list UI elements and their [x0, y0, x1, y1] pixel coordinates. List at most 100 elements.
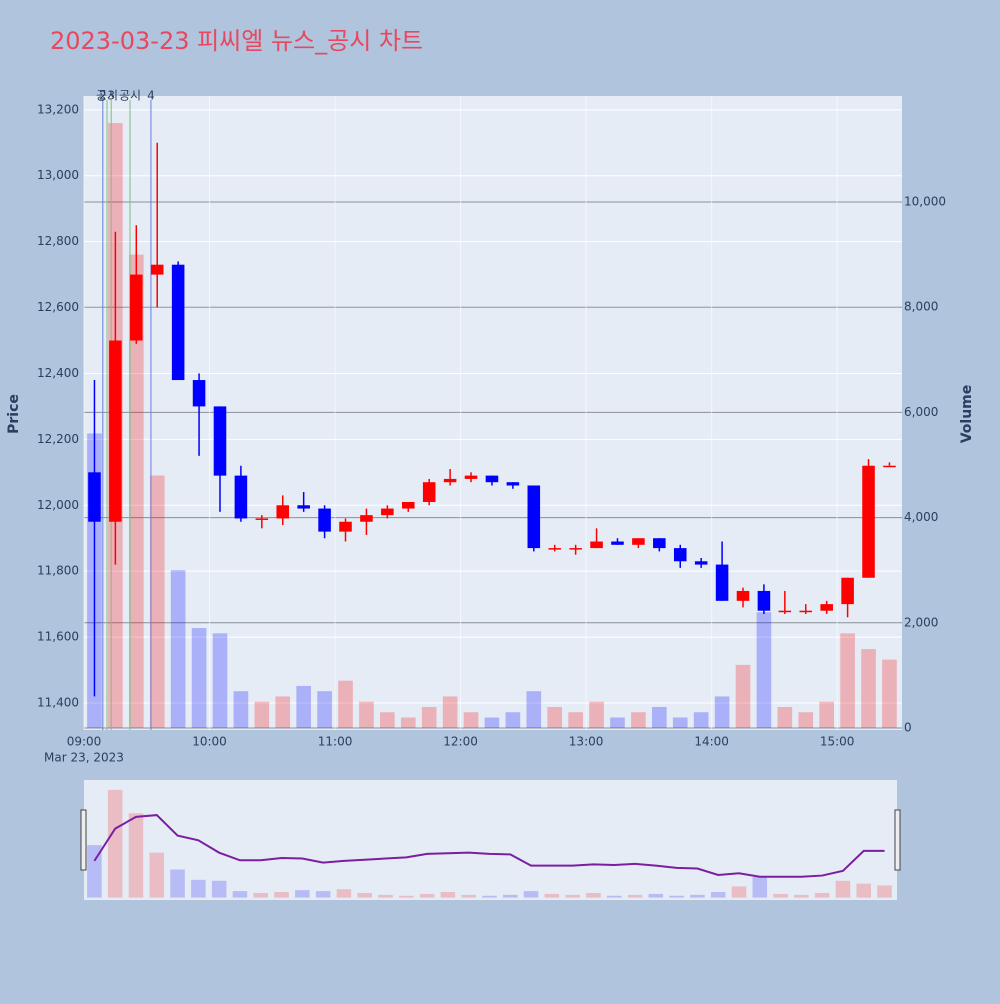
candle-body: [88, 472, 101, 522]
annotation-text: 공시: [119, 89, 141, 103]
y-tick-label: 12,600: [37, 300, 79, 314]
volume-bar: [589, 701, 604, 729]
y-axis-label: Price: [6, 394, 22, 434]
candle-body: [715, 564, 729, 601]
mini-volume-bar: [856, 883, 872, 898]
chart-title: 2023-03-23 피씨엘 뉴스_공시 차트: [50, 27, 423, 55]
volume-bar: [631, 712, 646, 729]
volume-bar: [191, 628, 207, 729]
mini-volume-bar: [211, 880, 227, 898]
candle-body: [464, 475, 478, 479]
x-date-label: Mar 23, 2023: [44, 751, 124, 765]
mini-volume-bar: [752, 877, 768, 898]
mini-volume-bar: [482, 895, 497, 898]
y2-tick-label: 10,000: [904, 194, 946, 208]
plot-area: [84, 96, 902, 730]
volume-bar: [442, 696, 458, 729]
y2-axis-label: Volume: [959, 385, 975, 444]
candle-body: [883, 465, 896, 468]
plot-layer: 11,400 11,600 11,800 12,000 12,200 12,400 12,6…: [37, 89, 946, 898]
mini-volume-bar: [606, 895, 622, 898]
mini-volume-bar: [648, 893, 664, 898]
range-handle[interactable]: [894, 809, 901, 871]
volume-bar: [714, 696, 730, 729]
volume-bar: [861, 649, 876, 729]
y-tick-label: 11,800: [37, 564, 79, 578]
mini-volume-bar: [253, 892, 269, 898]
annotation-text: 4: [147, 89, 155, 103]
candle-body: [862, 465, 875, 578]
mini-volume-bar: [835, 880, 851, 898]
mini-volume-bar: [773, 893, 788, 898]
volume-bar: [756, 612, 772, 729]
volume-bar: [651, 706, 667, 729]
y-tick-label: 12,200: [37, 432, 79, 446]
mini-volume-bar: [128, 813, 144, 898]
candle-body: [422, 482, 436, 502]
candle-body: [527, 485, 541, 549]
candle-body: [841, 577, 854, 605]
mini-volume-bar: [149, 852, 165, 898]
volume-bar: [798, 712, 814, 729]
candle-body: [548, 548, 561, 550]
mini-volume-bar: [107, 789, 123, 898]
mini-volume-bar: [440, 892, 456, 898]
candle-body: [443, 478, 457, 483]
candle-body: [339, 521, 352, 532]
volume-bar: [170, 570, 186, 729]
candle-body: [234, 475, 248, 519]
candle-body: [673, 548, 687, 562]
mini-volume-bar: [232, 891, 248, 898]
candle-body: [799, 610, 813, 613]
range-slider[interactable]: [84, 780, 897, 900]
volume-bar: [693, 712, 709, 729]
range-handle[interactable]: [80, 809, 87, 871]
volume-bar: [568, 712, 583, 729]
candle-body: [150, 264, 164, 275]
volume-bar: [254, 701, 270, 729]
candle-body: [653, 538, 666, 549]
x-tick-label: 10:00: [192, 735, 227, 749]
mini-volume-bar: [191, 879, 206, 898]
candle-body: [485, 475, 499, 483]
mini-volume-bar: [274, 892, 289, 898]
mini-volume-bar: [669, 895, 684, 898]
candle-body: [213, 406, 227, 476]
volume-bar: [610, 717, 625, 729]
candle-body: [632, 538, 645, 545]
volume-bar: [840, 633, 855, 729]
volume-bar: [777, 706, 793, 729]
candle-body: [171, 264, 185, 381]
y-tick-label: 11,400: [37, 695, 79, 709]
candle-body: [297, 505, 310, 509]
annotation-text: 2: [99, 89, 107, 103]
volume-bar: [212, 633, 228, 729]
mini-volume-bar: [502, 894, 518, 898]
candle-body: [192, 380, 206, 407]
y-tick-label: 13,000: [37, 168, 79, 182]
y2-tick-label: 8,000: [904, 300, 938, 314]
y2-tick-label: 4,000: [904, 510, 938, 524]
mini-volume-bar: [461, 894, 476, 898]
x-tick-label: 11:00: [318, 735, 353, 749]
y2-tick-label: 2,000: [904, 615, 938, 629]
volume-bar: [421, 706, 437, 729]
mini-volume-bar: [794, 894, 809, 898]
y-tick-label: 13,200: [37, 102, 79, 116]
candle-body: [276, 505, 290, 519]
mini-volume-bar: [690, 894, 705, 898]
x-tick-label: 15:00: [820, 735, 855, 749]
mini-volume-bar: [710, 892, 726, 898]
x-tick-label: 12:00: [443, 735, 478, 749]
candle-body: [255, 518, 269, 520]
mini-volume-bar: [523, 891, 539, 898]
volume-bar: [338, 680, 353, 729]
volume-bar: [317, 691, 332, 729]
candle-body: [694, 561, 708, 565]
x-tick-label: 13:00: [569, 735, 604, 749]
candle-body: [360, 515, 373, 522]
volume-bar: [505, 712, 521, 729]
volume-bar: [547, 706, 563, 729]
